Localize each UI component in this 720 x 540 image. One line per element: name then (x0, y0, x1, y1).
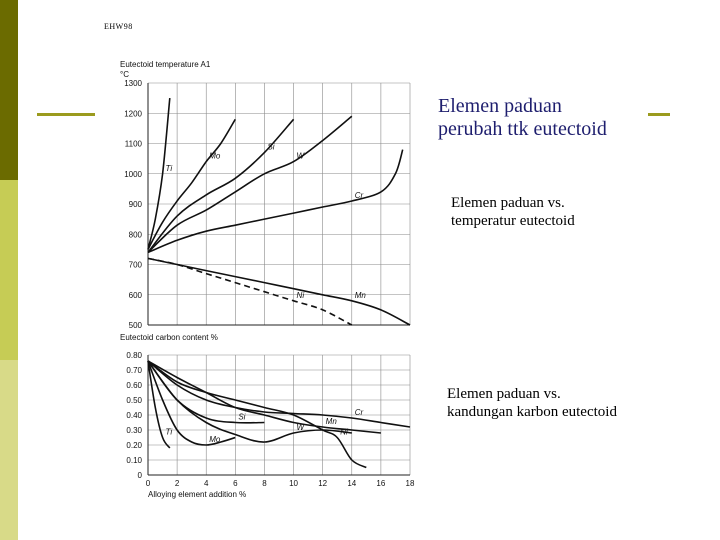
temp-series-label: Cr (355, 191, 364, 200)
carbon-y-tick-label: 0.20 (126, 441, 142, 450)
carbon-series-mn (147, 360, 381, 434)
temperature-axis-unit: °C (120, 70, 129, 79)
carbon-x-tick-label: 10 (289, 479, 298, 488)
temp-series-ni (147, 257, 353, 326)
carbon-y-tick-label: 0.60 (126, 381, 142, 390)
carbon-series-cr (147, 360, 411, 428)
temp-series-label: W (297, 152, 306, 161)
carbon-x-tick-label: 8 (262, 479, 267, 488)
carbon-x-tick-label: 0 (146, 479, 151, 488)
caption-temperature: Elemen paduan vs. temperatur eutectoid (451, 194, 575, 230)
carbon-series-label: Mo (209, 435, 221, 444)
slide-title-line-1: Elemen paduan (438, 95, 562, 117)
carbon-y-tick-label: 0.70 (126, 366, 142, 375)
carbon-series-label: W (297, 423, 306, 432)
carbon-y-tick-label: 0.10 (126, 456, 142, 465)
carbon-y-tick-label: 0.50 (126, 396, 142, 405)
eutectoid-temperature-chart: Eutectoid temperature A1 °C 500 600 700 800… (120, 60, 411, 330)
carbon-series-w (147, 360, 352, 443)
carbon-x-tick-label: 14 (347, 479, 356, 488)
temp-y-tick-label: 800 (129, 230, 143, 239)
temp-series-label: Mn (355, 291, 367, 300)
caption-temperature-line-1: Elemen paduan vs. (451, 195, 565, 211)
temp-y-tick-label: 1000 (124, 170, 142, 179)
temp-y-tick-label: 900 (129, 200, 143, 209)
carbon-series-ti (147, 360, 171, 449)
temp-series-label: Mo (209, 152, 221, 161)
temp-series-mn (147, 257, 411, 326)
temp-y-tick-label: 1300 (124, 79, 142, 88)
temp-series-mo (147, 118, 236, 250)
eutectoid-carbon-chart: Eutectoid carbon content % Alloying elem… (120, 333, 415, 499)
carbon-x-tick-label: 12 (318, 479, 327, 488)
temp-series-ti (147, 98, 171, 250)
carbon-y-tick-label: 0.30 (126, 426, 142, 435)
slide-title-line-2: perubah ttk eutectoid (438, 118, 607, 140)
carbon-y-tick-label: 0.80 (126, 351, 142, 360)
left-accent-bar-mid (0, 180, 18, 360)
author-tag: EHW98 (104, 22, 133, 31)
left-accent-bar-dark (0, 0, 18, 180)
caption-temperature-line-2: temperatur eutectoid (451, 213, 575, 229)
title-underline-right (648, 113, 670, 116)
temp-y-tick-label: 500 (129, 321, 143, 330)
carbon-x-tick-label: 18 (406, 479, 415, 488)
carbon-series-label: Ni (340, 428, 348, 437)
carbon-axis-title: Eutectoid carbon content % (120, 333, 218, 342)
temp-series-si (147, 118, 295, 253)
left-accent-bar-light (0, 360, 18, 540)
caption-carbon-line-1: Elemen paduan vs. (447, 386, 561, 402)
carbon-series-mo (147, 360, 236, 446)
caption-carbon-line-2: kandungan karbon eutectoid (447, 404, 617, 420)
carbon-y-tick-label: 0.40 (126, 411, 142, 420)
carbon-x-tick-label: 6 (233, 479, 238, 488)
title-underline-left (37, 113, 95, 116)
temp-series-label: Si (267, 143, 274, 152)
temp-y-tick-label: 1200 (124, 109, 142, 118)
carbon-y-tick-label: 0 (138, 471, 143, 480)
temp-series-label: Ti (166, 164, 173, 173)
carbon-x-tick-label: 4 (204, 479, 209, 488)
carbon-series-label: Mn (326, 417, 338, 426)
carbon-x-tick-label: 16 (376, 479, 385, 488)
carbon-x-axis-title: Alloying element addition % (148, 490, 246, 499)
temp-y-tick-label: 700 (129, 261, 143, 270)
temp-series-cr (147, 149, 404, 254)
temp-series-label: Ni (297, 291, 305, 300)
slide-title: Elemen paduan perubah ttk eutectoid (438, 95, 607, 141)
carbon-series-ni (147, 360, 367, 469)
carbon-series-label: Cr (355, 408, 364, 417)
temp-y-tick-label: 1100 (125, 140, 143, 149)
carbon-series-label: Ti (166, 428, 173, 437)
carbon-x-tick-label: 2 (175, 479, 180, 488)
temp-series-w (147, 115, 353, 253)
caption-carbon: Elemen paduan vs. kandungan karbon eutec… (447, 385, 617, 421)
temperature-axis-title: Eutectoid temperature A1 (120, 60, 211, 69)
temp-y-tick-label: 600 (129, 291, 143, 300)
carbon-series-label: Si (238, 413, 245, 422)
